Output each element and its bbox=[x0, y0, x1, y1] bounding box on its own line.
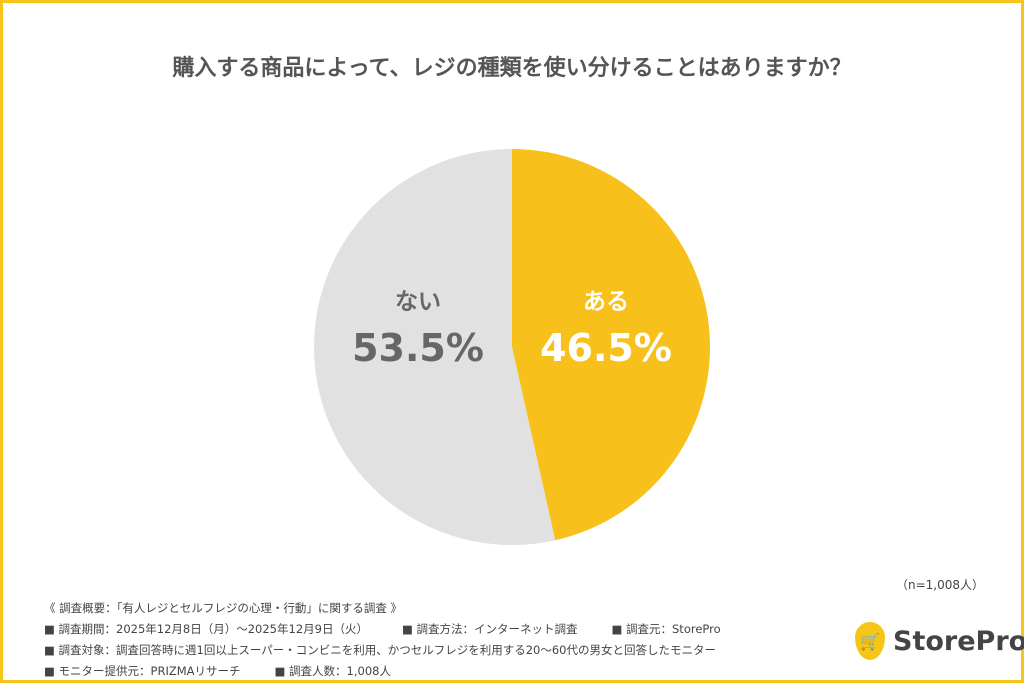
notes-source: ■ 調査元：StorePro bbox=[611, 622, 721, 636]
chart-title: 購入する商品によって、レジの種類を使い分けることはありますか？ bbox=[172, 56, 852, 81]
storepro-logo: 🛒 StorePro bbox=[855, 622, 1024, 660]
slice-value: 46.5% bbox=[540, 326, 672, 370]
pie-slice-0 bbox=[512, 149, 710, 541]
sample-size: （n=1,008人） bbox=[895, 578, 984, 592]
slice-label-aru: ある 46.5% bbox=[526, 282, 686, 370]
survey-notes: 《 調査概要：「有人レジとセルフレジの心理・行動」に関する調査 》 ■ 調査期間… bbox=[44, 598, 755, 682]
slice-label-nai: ない 53.5% bbox=[338, 282, 498, 370]
pie-slice-1 bbox=[314, 149, 556, 545]
notes-provider: ■ モニター提供元：PRIZMAリサーチ bbox=[44, 664, 241, 678]
slice-name: ある bbox=[583, 289, 629, 315]
slice-value: 53.5% bbox=[352, 326, 484, 370]
notes-heading: 《 調査概要：「有人レジとセルフレジの心理・行動」に関する調査 》 bbox=[44, 601, 403, 615]
notes-period: ■ 調査期間：2025年12月8日（月）～2025年12月9日（火） bbox=[44, 622, 368, 636]
slice-name: ない bbox=[395, 289, 441, 315]
logo-text: StorePro bbox=[893, 625, 1024, 657]
shopping-cart-pin-icon: 🛒 bbox=[855, 622, 885, 660]
notes-target: ■ 調査対象：調査回答時に週1回以上スーパー・コンビニを利用、かつセルフレジを利… bbox=[44, 643, 716, 657]
notes-count: ■ 調査人数：1,008人 bbox=[274, 664, 391, 678]
notes-method: ■ 調査方法：インターネット調査 bbox=[401, 622, 578, 636]
